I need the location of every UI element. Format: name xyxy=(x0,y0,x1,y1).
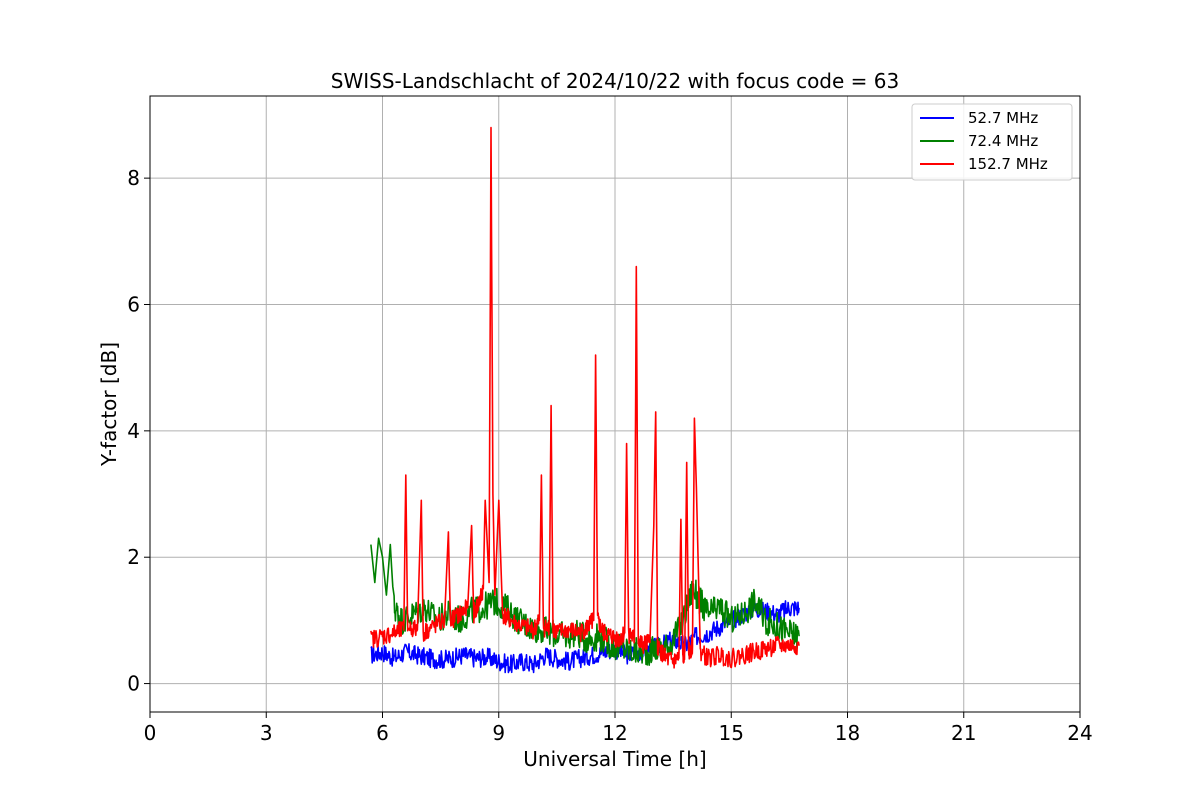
legend: 52.7 MHz 72.4 MHz 152.7 MHz xyxy=(911,103,1073,181)
x-axis-ticks: 0 3 6 9 12 15 18 21 24 xyxy=(144,712,1093,745)
x-tick-label: 21 xyxy=(951,721,976,745)
y-axis-ticks: 0 2 4 6 8 xyxy=(127,166,150,696)
legend-entry: 152.7 MHz xyxy=(968,155,1048,173)
x-tick-label: 18 xyxy=(835,721,860,745)
x-tick-label: 15 xyxy=(719,721,744,745)
y-tick-label: 6 xyxy=(127,292,140,316)
x-tick-label: 3 xyxy=(260,721,273,745)
x-tick-label: 24 xyxy=(1067,721,1092,745)
x-tick-label: 9 xyxy=(492,721,505,745)
x-tick-label: 0 xyxy=(144,721,157,745)
y-tick-label: 2 xyxy=(127,545,140,569)
y-tick-label: 0 xyxy=(127,672,140,696)
x-tick-label: 6 xyxy=(376,721,389,745)
legend-entry: 52.7 MHz xyxy=(968,109,1038,127)
y-axis-label: Y-factor [dB] xyxy=(97,342,121,467)
series-line-2 xyxy=(370,126,800,669)
x-tick-label: 12 xyxy=(602,721,627,745)
plot-lines xyxy=(370,126,800,674)
legend-entry: 72.4 MHz xyxy=(968,132,1038,150)
chart-title: SWISS-Landschlacht of 2024/10/22 with fo… xyxy=(331,69,899,93)
x-axis-label: Universal Time [h] xyxy=(523,747,706,771)
y-tick-label: 8 xyxy=(127,166,140,190)
legend-box xyxy=(911,103,1073,181)
y-tick-label: 4 xyxy=(127,419,140,443)
